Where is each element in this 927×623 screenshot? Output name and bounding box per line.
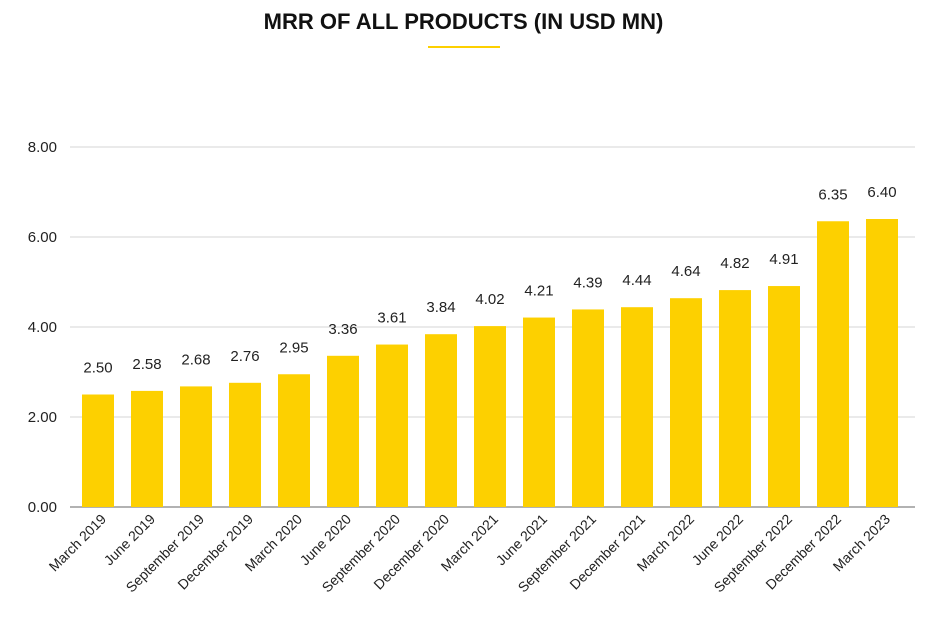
data-label: 4.39 bbox=[573, 274, 602, 291]
title-underline bbox=[428, 46, 500, 48]
bar bbox=[866, 219, 898, 507]
bar bbox=[670, 298, 702, 507]
bar bbox=[425, 334, 457, 507]
y-tick-label: 0.00 bbox=[28, 499, 57, 516]
bar bbox=[523, 317, 555, 507]
chart-title: MRR OF ALL PRODUCTS (IN USD MN) bbox=[263, 9, 664, 34]
bar bbox=[719, 290, 751, 507]
data-label: 3.36 bbox=[328, 321, 357, 338]
y-tick-label: 4.00 bbox=[28, 319, 57, 336]
y-tick-label: 8.00 bbox=[28, 139, 57, 156]
y-tick-label: 6.00 bbox=[28, 229, 57, 246]
bar bbox=[572, 309, 604, 507]
bar bbox=[376, 344, 408, 507]
bar bbox=[131, 390, 163, 507]
bar bbox=[621, 307, 653, 507]
bar bbox=[229, 382, 261, 507]
data-labels: 2.50 2.58 2.68 2.76 2.95 3.36 3.61 3.84 4.02 4.21… bbox=[83, 184, 896, 377]
data-label: 4.02 bbox=[475, 291, 504, 308]
data-label: 3.84 bbox=[426, 299, 455, 316]
data-label: 2.95 bbox=[279, 339, 308, 356]
data-label: 2.50 bbox=[83, 360, 112, 377]
y-axis-ticks: 0.00 2.00 4.00 6.00 8.00 bbox=[28, 139, 57, 516]
data-label: 2.58 bbox=[132, 356, 161, 373]
data-label: 4.82 bbox=[720, 255, 749, 272]
data-label: 6.40 bbox=[867, 184, 896, 201]
data-label: 3.61 bbox=[377, 310, 406, 327]
bar bbox=[817, 221, 849, 507]
bar bbox=[278, 374, 310, 507]
bar bbox=[180, 386, 212, 507]
y-tick-label: 2.00 bbox=[28, 409, 57, 426]
bar bbox=[327, 355, 359, 507]
data-label: 2.68 bbox=[181, 351, 210, 368]
data-label: 4.91 bbox=[769, 251, 798, 268]
data-label: 2.76 bbox=[230, 348, 259, 365]
data-label: 6.35 bbox=[818, 186, 847, 203]
bar bbox=[768, 286, 800, 507]
bar bbox=[82, 394, 114, 507]
data-label: 4.21 bbox=[524, 283, 553, 300]
x-tick-label: March 2019 bbox=[46, 511, 110, 575]
data-label: 4.44 bbox=[622, 272, 651, 289]
data-label: 4.64 bbox=[671, 263, 700, 280]
bar bbox=[474, 326, 506, 507]
bars bbox=[82, 219, 898, 507]
